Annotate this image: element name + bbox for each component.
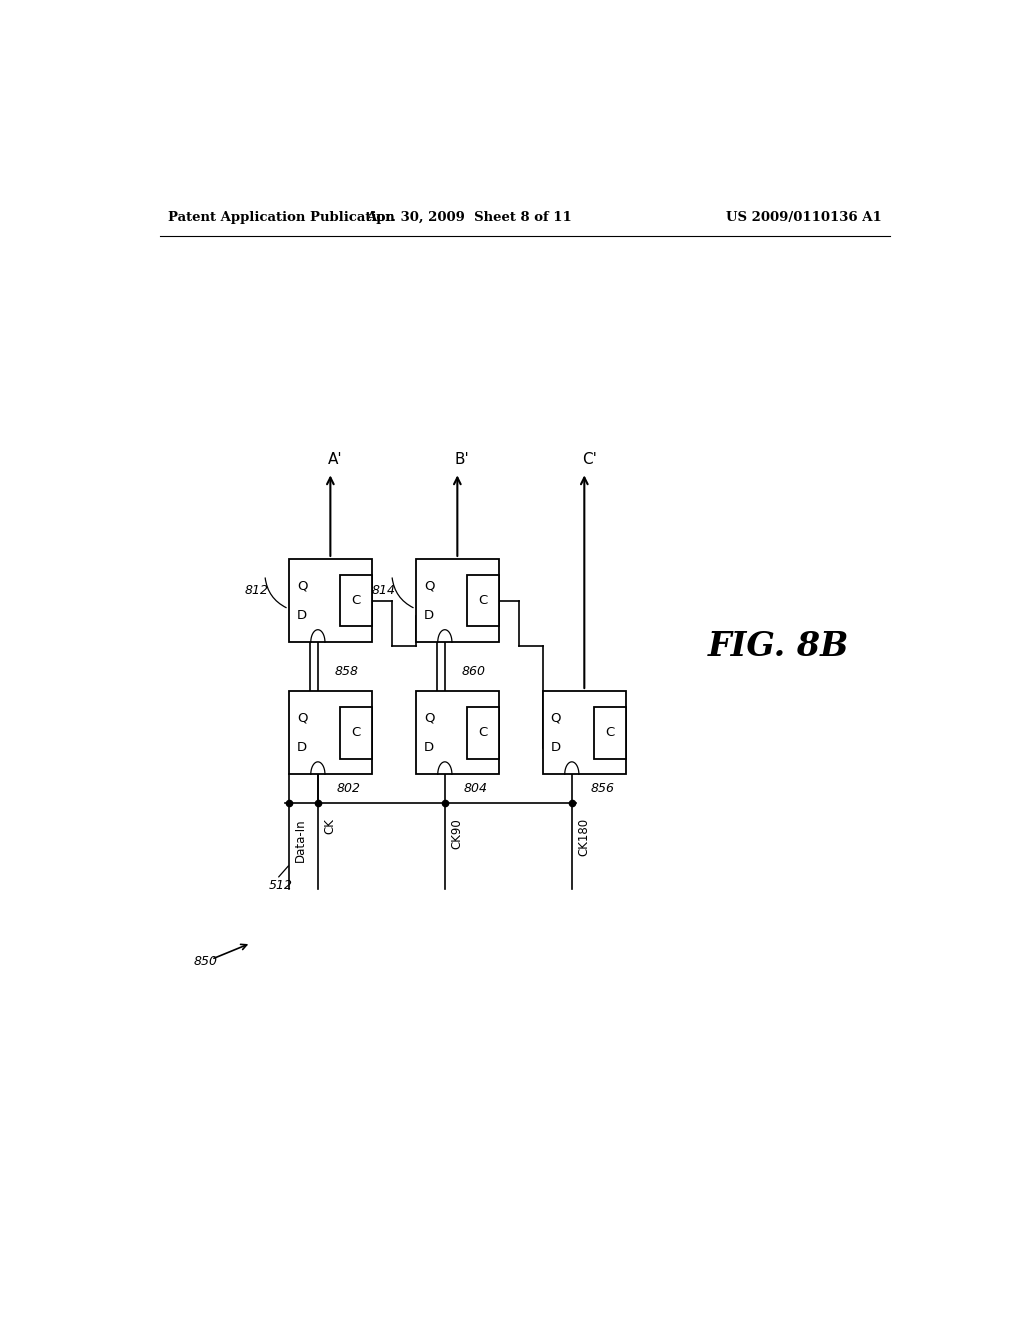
Text: US 2009/0110136 A1: US 2009/0110136 A1	[726, 211, 882, 224]
Bar	[340, 574, 372, 627]
Text: D: D	[297, 741, 307, 754]
Text: 860: 860	[462, 664, 485, 677]
Text: Patent Application Publication: Patent Application Publication	[168, 211, 394, 224]
Text: Data-In: Data-In	[294, 818, 307, 862]
Text: Q: Q	[297, 579, 307, 593]
Bar	[289, 558, 372, 643]
Bar	[416, 690, 499, 775]
Text: CK: CK	[324, 818, 337, 834]
Text: C: C	[351, 594, 360, 607]
Text: D: D	[551, 741, 561, 754]
Text: D: D	[297, 609, 307, 622]
Text: C': C'	[582, 453, 597, 467]
Text: D: D	[424, 609, 434, 622]
Text: FIG. 8B: FIG. 8B	[708, 630, 850, 663]
Text: C: C	[478, 594, 487, 607]
Text: Q: Q	[551, 711, 561, 725]
Text: A': A'	[328, 453, 342, 467]
Bar	[289, 690, 372, 775]
Text: 802: 802	[337, 783, 360, 796]
Text: Q: Q	[297, 711, 307, 725]
Text: CK180: CK180	[578, 818, 591, 857]
Text: 850: 850	[194, 954, 218, 968]
Text: 512: 512	[269, 879, 293, 892]
Text: Q: Q	[424, 579, 434, 593]
Text: C: C	[478, 726, 487, 739]
Text: 858: 858	[335, 664, 358, 677]
Bar	[416, 558, 499, 643]
Bar	[340, 706, 372, 759]
Text: 804: 804	[464, 783, 487, 796]
Text: D: D	[424, 741, 434, 754]
Text: CK90: CK90	[451, 818, 464, 849]
Text: 856: 856	[591, 783, 614, 796]
Bar	[467, 706, 499, 759]
Text: C: C	[351, 726, 360, 739]
Text: C: C	[605, 726, 614, 739]
Text: Q: Q	[424, 711, 434, 725]
Text: B': B'	[455, 453, 469, 467]
Bar	[467, 574, 499, 627]
Text: Apr. 30, 2009  Sheet 8 of 11: Apr. 30, 2009 Sheet 8 of 11	[367, 211, 572, 224]
Text: 814: 814	[372, 583, 396, 597]
Bar	[543, 690, 626, 775]
Bar	[594, 706, 626, 759]
Text: 812: 812	[245, 583, 269, 597]
